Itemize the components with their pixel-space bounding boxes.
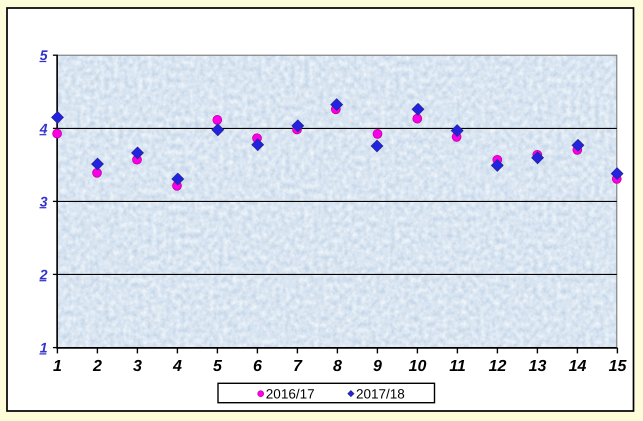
svg-text:10: 10 <box>409 358 427 375</box>
svg-text:11: 11 <box>449 358 466 375</box>
svg-text:4: 4 <box>172 358 182 375</box>
svg-text:9: 9 <box>373 358 382 375</box>
svg-text:2: 2 <box>92 358 102 375</box>
svg-text:4: 4 <box>39 120 48 136</box>
svg-text:7: 7 <box>293 358 303 375</box>
svg-text:14: 14 <box>569 358 587 375</box>
svg-text:2: 2 <box>39 266 48 282</box>
svg-text:3: 3 <box>133 358 142 375</box>
svg-text:5: 5 <box>40 47 48 63</box>
svg-text:13: 13 <box>529 358 547 375</box>
svg-text:3: 3 <box>40 193 48 209</box>
svg-text:1: 1 <box>40 340 48 356</box>
svg-text:5: 5 <box>213 358 223 375</box>
svg-text:1: 1 <box>53 358 62 375</box>
svg-text:2016/17: 2016/17 <box>266 386 315 401</box>
svg-text:15: 15 <box>609 358 628 375</box>
svg-text:6: 6 <box>253 358 262 375</box>
svg-text:8: 8 <box>333 358 342 375</box>
svg-text:12: 12 <box>489 358 507 375</box>
svg-text:2017/18: 2017/18 <box>356 386 405 401</box>
